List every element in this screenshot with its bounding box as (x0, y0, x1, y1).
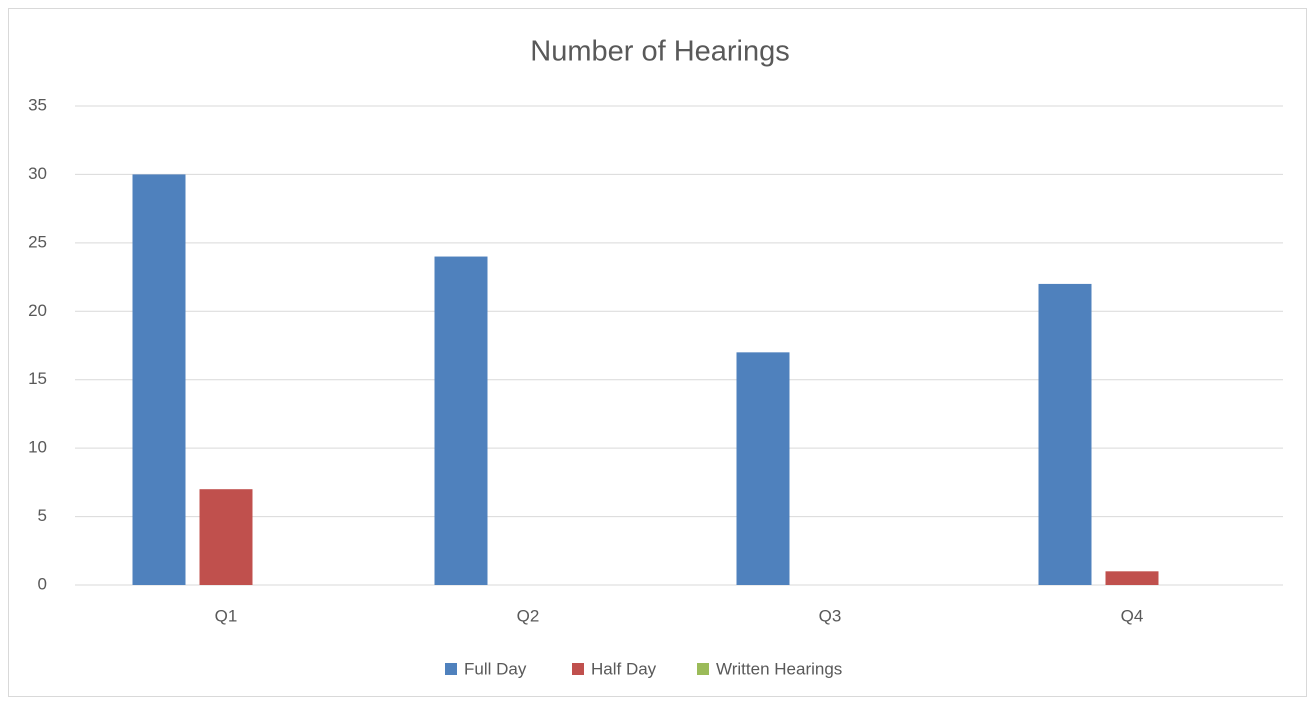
y-tick-label: 15 (28, 369, 47, 388)
y-tick-label: 35 (28, 95, 47, 114)
y-tick-label: 25 (28, 232, 47, 251)
legend-swatch (697, 663, 709, 675)
legend-swatch (445, 663, 457, 675)
bar (1038, 283, 1092, 585)
chart-title: Number of Hearings (530, 36, 790, 68)
legend-label: Written Hearings (716, 659, 842, 678)
bar (434, 256, 488, 585)
chart-border (8, 8, 1307, 697)
legend-label: Full Day (464, 659, 527, 678)
bar (199, 489, 253, 585)
bar (132, 174, 186, 585)
y-tick-label: 30 (28, 164, 47, 183)
bar (736, 352, 790, 585)
y-tick-label: 10 (28, 438, 47, 457)
legend-swatch (572, 663, 584, 675)
y-tick-label: 20 (28, 301, 47, 320)
y-tick-label: 0 (38, 574, 47, 593)
x-tick-label: Q2 (517, 606, 540, 625)
x-tick-label: Q4 (1121, 606, 1144, 625)
bar (1105, 571, 1159, 585)
x-tick-label: Q3 (819, 606, 842, 625)
legend-label: Half Day (591, 659, 657, 678)
x-tick-label: Q1 (215, 606, 238, 625)
y-tick-label: 5 (38, 506, 47, 525)
